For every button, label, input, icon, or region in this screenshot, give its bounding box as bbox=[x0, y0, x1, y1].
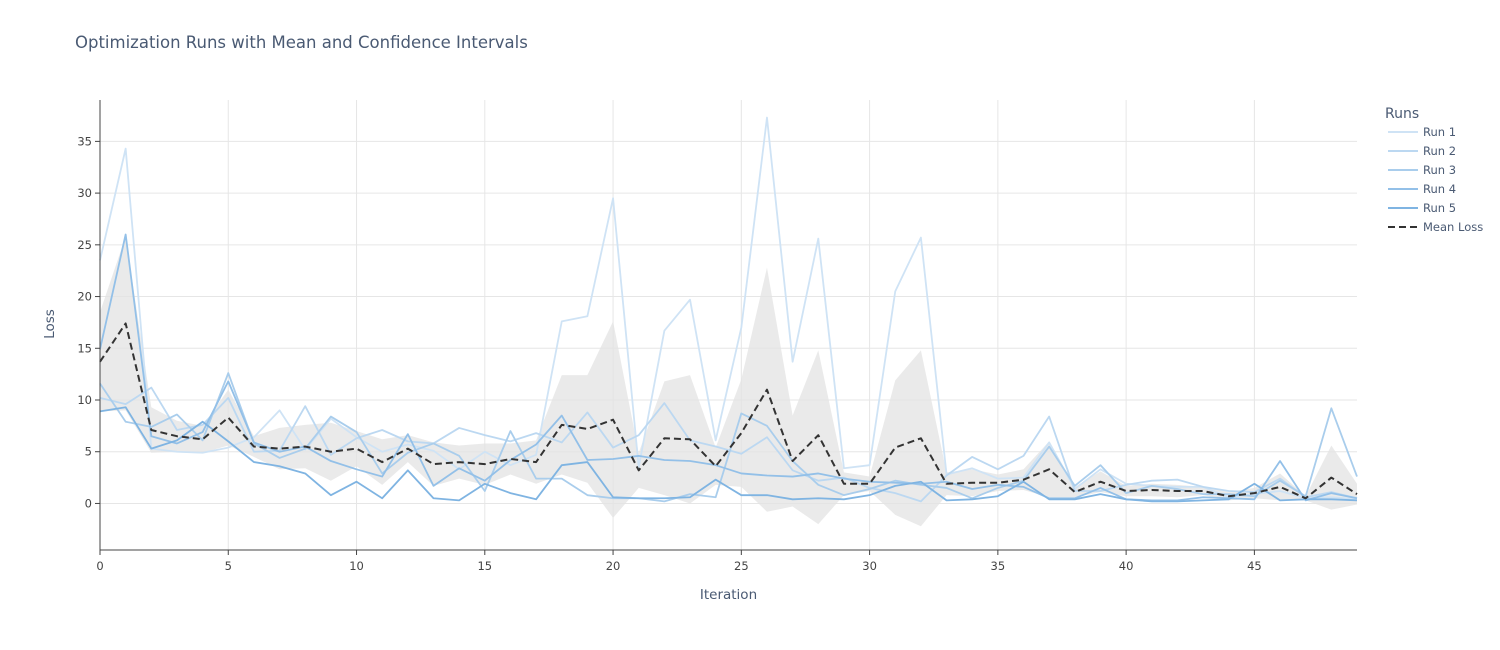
y-tick-label: 0 bbox=[85, 496, 92, 510]
y-tick-label: 15 bbox=[77, 341, 92, 355]
y-tick-label: 25 bbox=[77, 238, 92, 252]
y-tick-label: 10 bbox=[77, 393, 92, 407]
x-tick-label: 15 bbox=[477, 559, 492, 573]
y-tick-label: 20 bbox=[77, 290, 92, 304]
x-tick-label: 45 bbox=[1247, 559, 1262, 573]
legend-label: Run 1 bbox=[1423, 125, 1456, 139]
legend-label: Mean Loss bbox=[1423, 220, 1483, 234]
legend-item-run-5: Run 5 bbox=[1388, 201, 1456, 215]
x-tick-label: 10 bbox=[349, 559, 364, 573]
series-line-run-5 bbox=[99, 406, 1358, 503]
series-line-mean-loss bbox=[99, 322, 1358, 500]
x-tick-label: 25 bbox=[734, 559, 749, 573]
legend-item-run-4: Run 4 bbox=[1388, 182, 1456, 196]
x-tick-label: 20 bbox=[606, 559, 621, 573]
legend: Runs Run 1 Run 2 Run 3 Run 4 Run 5 Mean Loss bbox=[1385, 106, 1483, 234]
y-tick-label: 5 bbox=[85, 445, 92, 459]
x-tick-label: 35 bbox=[991, 559, 1006, 573]
legend-label: Run 2 bbox=[1423, 144, 1456, 158]
y-axis-title: Loss bbox=[42, 309, 58, 339]
series-line-run-3 bbox=[99, 372, 1358, 503]
chart-title: Optimization Runs with Mean and Confiden… bbox=[75, 33, 528, 52]
x-tick-label: 40 bbox=[1119, 559, 1134, 573]
legend-label: Run 4 bbox=[1423, 182, 1456, 196]
legend-item-run-1: Run 1 bbox=[1388, 125, 1456, 139]
legend-item-mean-loss: Mean Loss bbox=[1388, 220, 1483, 234]
x-tick-label: 0 bbox=[96, 559, 103, 573]
legend-item-run-3: Run 3 bbox=[1388, 163, 1456, 177]
y-tick-label: 30 bbox=[77, 186, 92, 200]
x-tick-label: 5 bbox=[225, 559, 232, 573]
series-line-run-2 bbox=[99, 386, 1358, 503]
legend-label: Run 3 bbox=[1423, 163, 1456, 177]
legend-item-run-2: Run 2 bbox=[1388, 144, 1456, 158]
legend-items: Run 1 Run 2 Run 3 Run 4 Run 5 Mean Loss bbox=[1388, 125, 1483, 234]
x-tick-label: 30 bbox=[862, 559, 877, 573]
legend-label: Run 5 bbox=[1423, 201, 1456, 215]
y-tick-label: 35 bbox=[77, 134, 92, 148]
axis-layer: 0 5 10 15 20 25 30 35 40 45 0 5 10 15 20 25 30 35 bbox=[77, 100, 1357, 573]
series-layer bbox=[99, 116, 1358, 503]
legend-title: Runs bbox=[1385, 106, 1419, 122]
x-axis-title: Iteration bbox=[700, 587, 757, 603]
